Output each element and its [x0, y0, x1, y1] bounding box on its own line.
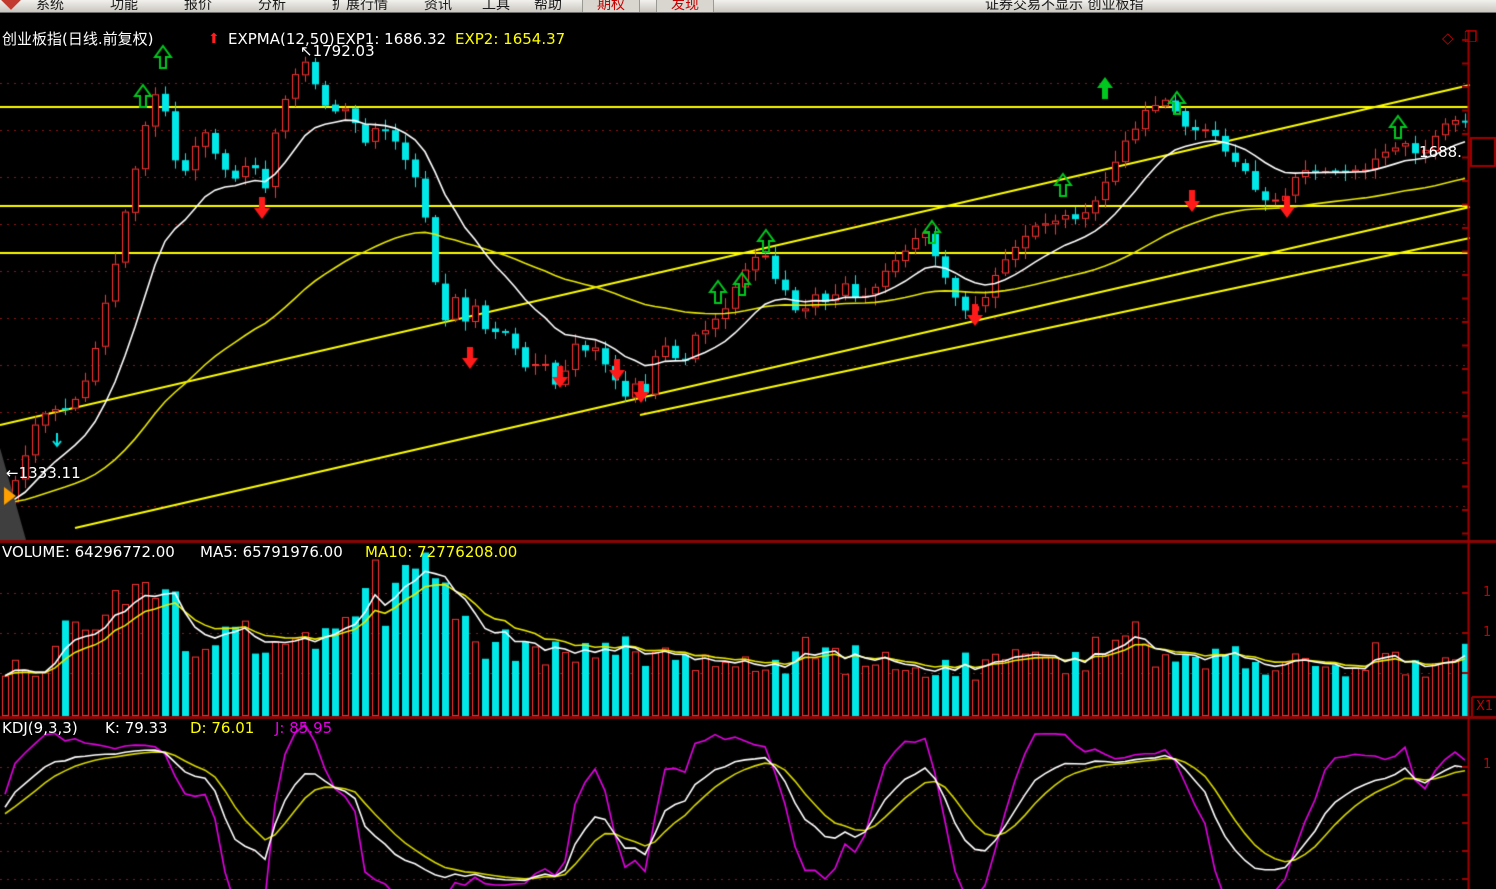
restore-window-icon[interactable]: ❐ — [1464, 28, 1478, 46]
app-logo-icon — [1, 0, 21, 10]
menu-tools[interactable]: 工具 — [482, 0, 510, 13]
kdj-j-readout: J: 85.95 — [275, 719, 333, 737]
kdj-k-readout: K: 79.33 — [105, 719, 168, 737]
volume-multiplier-label: X1 — [1476, 699, 1494, 714]
diamond-marker-icon[interactable]: ◇ — [1442, 29, 1454, 47]
menu-news[interactable]: 资讯 — [424, 0, 452, 13]
chart-area: 创业板指(日线.前复权) ⬆ EXPMA(12,50) EXP1: 1686.3… — [0, 13, 1496, 889]
high-arrow-icon: ↖ — [300, 42, 313, 60]
signal-up-arrow-icon: ⬆ — [208, 31, 220, 47]
menu-help[interactable]: 帮助 — [534, 0, 562, 13]
symbol-title: 创业板指(日线.前复权) — [2, 30, 154, 48]
volume-axis-label-1: 1 — [1483, 585, 1492, 600]
low-arrow-icon: ← — [6, 464, 19, 482]
volume-readout: VOLUME: 64296772.00 — [2, 543, 175, 561]
kdj-axis-label: 1 — [1483, 757, 1492, 772]
menu-system[interactable]: 系统 — [36, 0, 64, 13]
menu-right-status-text: 证券交易不显示 创业板指 — [985, 0, 1144, 13]
exp1-readout: EXP1: 1686.32 — [336, 30, 447, 48]
low-price-callout: ←1333.11 — [6, 464, 81, 482]
menu-options-hot[interactable]: 期权 — [582, 0, 640, 12]
menu-discover-hot[interactable]: 发现 — [656, 0, 714, 12]
kdj-indicator-label[interactable]: KDJ(9,3,3) — [2, 719, 78, 737]
menu-bar: 系统 功能 报价 分析 扩展行情 资讯 工具 帮助 期权 发现 证券交易不显示 … — [0, 0, 1496, 13]
volume-axis-label-2: 1 — [1483, 625, 1492, 640]
exp2-readout: EXP2: 1654.37 — [455, 30, 566, 48]
volume-ma10-readout: MA10: 72776208.00 — [365, 543, 518, 561]
menu-extended-quotes[interactable]: 扩展行情 — [332, 0, 388, 13]
volume-ma5-readout: MA5: 65791976.00 — [200, 543, 343, 561]
menu-analysis[interactable]: 分析 — [258, 0, 286, 13]
kline-chart-canvas[interactable] — [0, 13, 1496, 889]
indicator-name[interactable]: EXPMA(12,50) — [228, 30, 335, 48]
kdj-d-readout: D: 76.01 — [190, 719, 255, 737]
menu-quotes[interactable]: 报价 — [184, 0, 212, 13]
menu-function[interactable]: 功能 — [110, 0, 138, 13]
last-exp1-price-label: 1688. — [1419, 143, 1462, 161]
high-price-callout: ↖1792.03 — [300, 42, 375, 60]
